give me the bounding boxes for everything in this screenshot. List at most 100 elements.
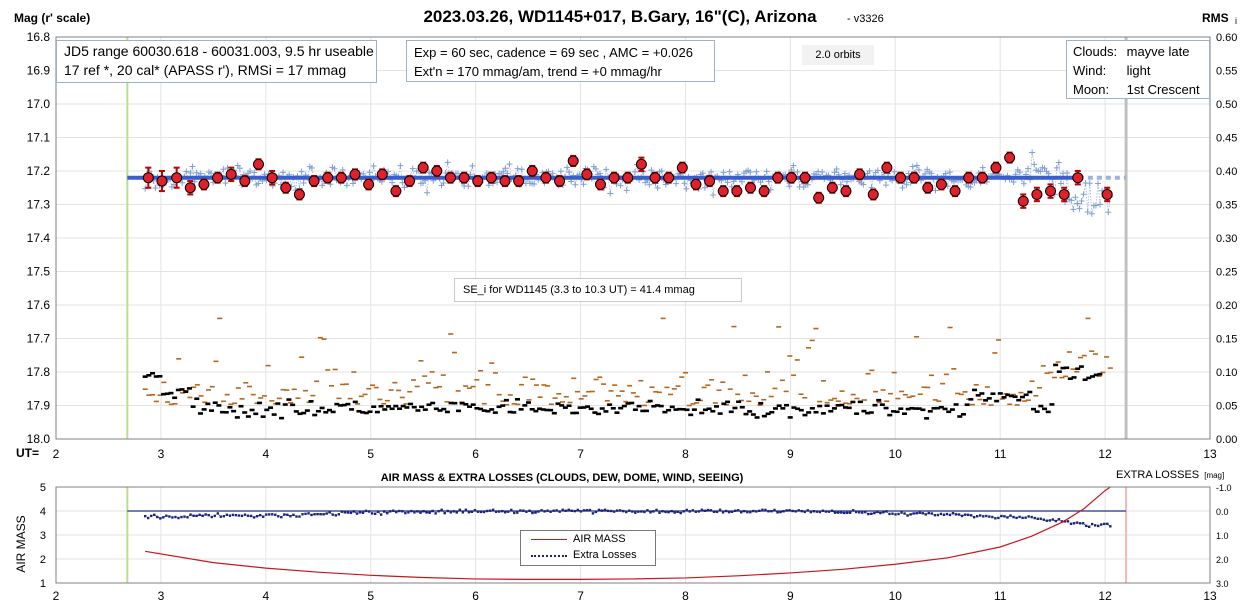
- binned-point: [922, 182, 934, 194]
- rms-tick-label: 0.35: [1216, 200, 1237, 212]
- extra-losses-point: [252, 516, 256, 519]
- individual-observation: [800, 184, 807, 191]
- extra-losses-point: [1012, 515, 1015, 519]
- extra-losses-point: [603, 508, 607, 511]
- extra-losses-point: [709, 509, 713, 512]
- upper-plot-marks: [126, 37, 1128, 439]
- extra-losses-point: [670, 509, 673, 513]
- extra-losses-point: [470, 510, 474, 513]
- extra-losses-point: [373, 512, 377, 515]
- rms-tick-label: 0.45: [1216, 133, 1237, 145]
- extra-losses-point: [979, 514, 982, 517]
- extra-losses-point: [1078, 522, 1082, 525]
- extra-losses-point: [440, 508, 443, 511]
- binned-point: [458, 172, 470, 184]
- individual-observation: [401, 184, 408, 191]
- extra-losses-point: [443, 511, 446, 515]
- extra-losses-point: [216, 512, 219, 515]
- individual-observation: [454, 170, 461, 177]
- extra-losses-point: [649, 511, 652, 514]
- mag-tick-label: 18.0: [27, 432, 51, 446]
- extra-losses-point: [827, 510, 831, 513]
- extra-losses-point: [982, 515, 985, 518]
- extra-losses-point: [500, 509, 504, 513]
- extra-losses-point: [355, 512, 359, 515]
- extra-losses-point: [985, 514, 988, 518]
- individual-observation: [623, 187, 630, 194]
- individual-observation: [1097, 201, 1104, 208]
- extra-losses-point: [779, 510, 782, 514]
- extra-losses-point: [410, 509, 413, 513]
- individual-observation: [1076, 205, 1083, 212]
- lower-ut-tick-label: 2: [53, 589, 60, 603]
- extra-losses-point: [909, 513, 912, 516]
- individual-observation: [187, 169, 194, 176]
- extra-losses-point: [897, 512, 900, 516]
- extra-losses-point: [755, 510, 758, 513]
- extra-losses-point: [954, 513, 958, 516]
- extra-losses-point: [382, 510, 386, 513]
- individual-observation: [572, 181, 579, 188]
- individual-observation: [891, 168, 898, 175]
- extra-losses-point: [1094, 524, 1097, 527]
- extra-losses-point: [228, 514, 232, 517]
- extra-losses-point: [815, 510, 819, 513]
- extra-losses-point: [361, 511, 365, 514]
- extra-losses-point: [782, 510, 785, 513]
- extra-losses-point: [688, 510, 691, 513]
- extra-losses-point: [618, 509, 622, 512]
- extra-losses-point: [159, 517, 162, 520]
- extra-losses-point: [776, 511, 779, 514]
- individual-observation: [701, 184, 708, 191]
- extra-losses-point: [585, 508, 589, 512]
- info-line-1: JD5 range 60030.618 - 60031.003, 9.5 hr …: [64, 43, 374, 59]
- binned-point: [308, 175, 320, 187]
- extra-losses-axis-label: EXTRA LOSSES: [1116, 469, 1199, 481]
- extra-losses-point: [606, 509, 610, 513]
- extra-losses-point: [319, 513, 322, 516]
- extra-losses-point: [546, 509, 549, 512]
- extra-losses-point: [839, 511, 843, 514]
- individual-observation: [1084, 209, 1091, 216]
- legend-swatch-extra-losses: [531, 555, 567, 557]
- extra-losses-point: [564, 509, 567, 512]
- binned-point: [1101, 188, 1113, 200]
- extra-losses-point: [525, 510, 528, 513]
- binned-point: [417, 162, 429, 174]
- lower-plot-frame: [55, 486, 1211, 584]
- extra-losses-point: [1042, 518, 1045, 521]
- extra-losses-point: [600, 509, 604, 512]
- extra-losses-point: [183, 515, 186, 518]
- extra-losses-point: [261, 515, 265, 518]
- rms-tick-label: 0.30: [1216, 233, 1237, 245]
- ut-tick-label: 10: [889, 447, 903, 461]
- exposure-box: Exp = 60 sec, cadence = 69 sec , AMC = +…: [406, 40, 715, 82]
- extra-losses-point: [588, 508, 592, 512]
- binned-point: [976, 172, 988, 184]
- extra-losses-point: [972, 515, 976, 519]
- extra-losses-point: [658, 511, 661, 514]
- binned-point: [171, 172, 183, 184]
- extra-losses-point: [225, 513, 229, 516]
- extra-losses-point: [379, 513, 383, 516]
- extra-losses-point: [945, 512, 949, 516]
- individual-observation: [786, 183, 793, 190]
- extra-losses-point: [458, 508, 462, 511]
- individual-observation: [860, 181, 867, 188]
- extra-losses-point: [885, 510, 888, 513]
- binned-point: [390, 185, 402, 197]
- extra-losses-point: [694, 510, 698, 513]
- binned-point: [1031, 188, 1043, 200]
- extra-losses-point: [401, 510, 404, 513]
- extra-losses-point: [740, 511, 743, 514]
- extra-losses-point: [165, 514, 168, 517]
- extra-losses-point: [1009, 514, 1012, 517]
- extra-losses-point: [848, 511, 852, 514]
- individual-observation: [518, 166, 525, 173]
- extra-losses-point: [903, 512, 906, 515]
- individual-observation: [189, 163, 196, 170]
- individual-observation: [747, 169, 754, 176]
- individual-observation: [928, 170, 935, 177]
- individual-observation: [1057, 180, 1064, 187]
